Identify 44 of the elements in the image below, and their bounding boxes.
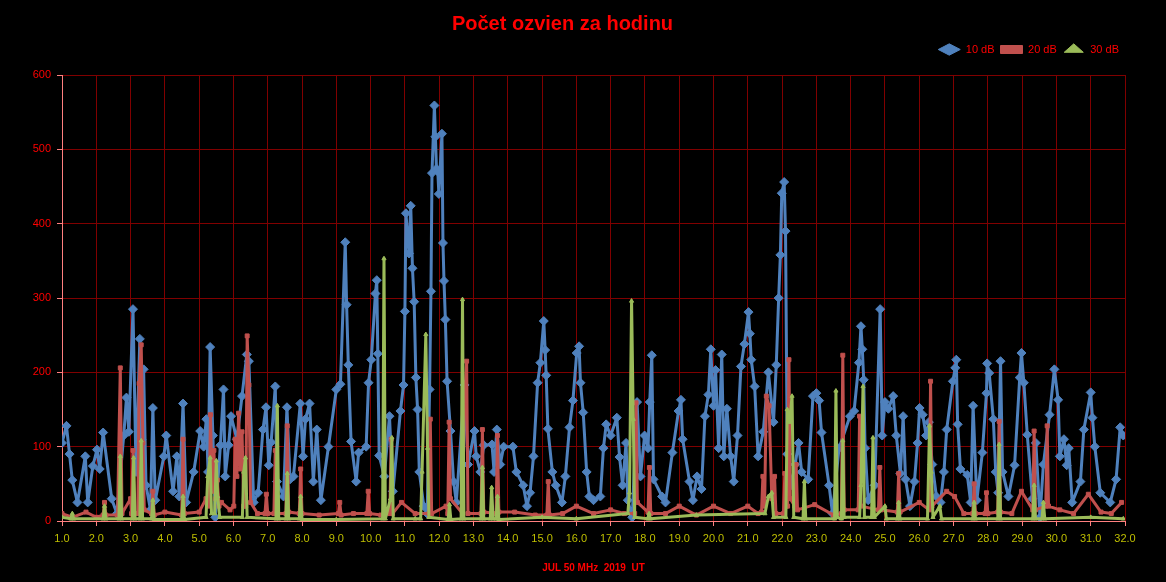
x-tick-label: 13.0 bbox=[462, 531, 485, 544]
x-tick-label: 10.0 bbox=[359, 531, 382, 544]
x-tick-label: 9.0 bbox=[328, 531, 344, 544]
y-tick-label: 0 bbox=[44, 514, 51, 527]
x-tick-label: 32.0 bbox=[1114, 531, 1136, 544]
x-tick-label: 29.0 bbox=[1011, 531, 1033, 544]
x-tick-label: 17.0 bbox=[599, 531, 622, 544]
chart-title: Počet ozvien za hodinu bbox=[451, 11, 674, 34]
x-tick-label: 18.0 bbox=[634, 531, 656, 544]
y-tick-label: 500 bbox=[32, 142, 51, 155]
x-tick-label: 19.0 bbox=[668, 531, 690, 544]
x-tick-label: 30.0 bbox=[1045, 531, 1068, 544]
x-tick-label: 15.0 bbox=[531, 531, 553, 544]
x-tick-label: 1.0 bbox=[54, 531, 70, 544]
x-tick-label: 24.0 bbox=[839, 531, 862, 544]
x-tick-label: 22.0 bbox=[771, 531, 793, 544]
y-tick-label: 600 bbox=[32, 68, 51, 81]
x-tick-label: 28.0 bbox=[977, 531, 999, 544]
x-tick-label: 11.0 bbox=[394, 531, 416, 544]
x-tick-label: 25.0 bbox=[874, 531, 896, 544]
x-tick-label: 4.0 bbox=[157, 531, 173, 544]
x-tick-label: 12.0 bbox=[428, 531, 450, 544]
x-tick-label: 31.0 bbox=[1080, 531, 1102, 544]
x-tick-label: 26.0 bbox=[908, 531, 930, 544]
x-tick-label: 7.0 bbox=[260, 531, 276, 544]
legend-label: 30 dB bbox=[1090, 42, 1119, 55]
y-tick-label: 300 bbox=[32, 291, 51, 304]
y-tick-label: 400 bbox=[32, 216, 51, 229]
x-axis-title: JUL 50 MHz 2019 UT bbox=[542, 561, 645, 573]
x-tick-label: 14.0 bbox=[497, 531, 519, 544]
x-tick-label: 5.0 bbox=[191, 531, 207, 544]
x-tick-label: 23.0 bbox=[805, 531, 828, 544]
legend-label: 10 dB bbox=[965, 42, 995, 55]
x-tick-label: 8.0 bbox=[294, 531, 310, 544]
y-tick-label: 100 bbox=[32, 439, 51, 452]
x-tick-label: 6.0 bbox=[225, 531, 242, 544]
x-tick-label: 16.0 bbox=[565, 531, 588, 544]
x-tick-label: 2.0 bbox=[88, 531, 104, 544]
x-tick-label: 20.0 bbox=[702, 531, 725, 544]
x-tick-label: 21.0 bbox=[737, 531, 759, 544]
x-tick-label: 3.0 bbox=[122, 531, 139, 544]
legend-label: 20 dB bbox=[1028, 42, 1057, 55]
x-tick-label: 27.0 bbox=[942, 531, 965, 544]
y-tick-label: 200 bbox=[32, 365, 51, 378]
